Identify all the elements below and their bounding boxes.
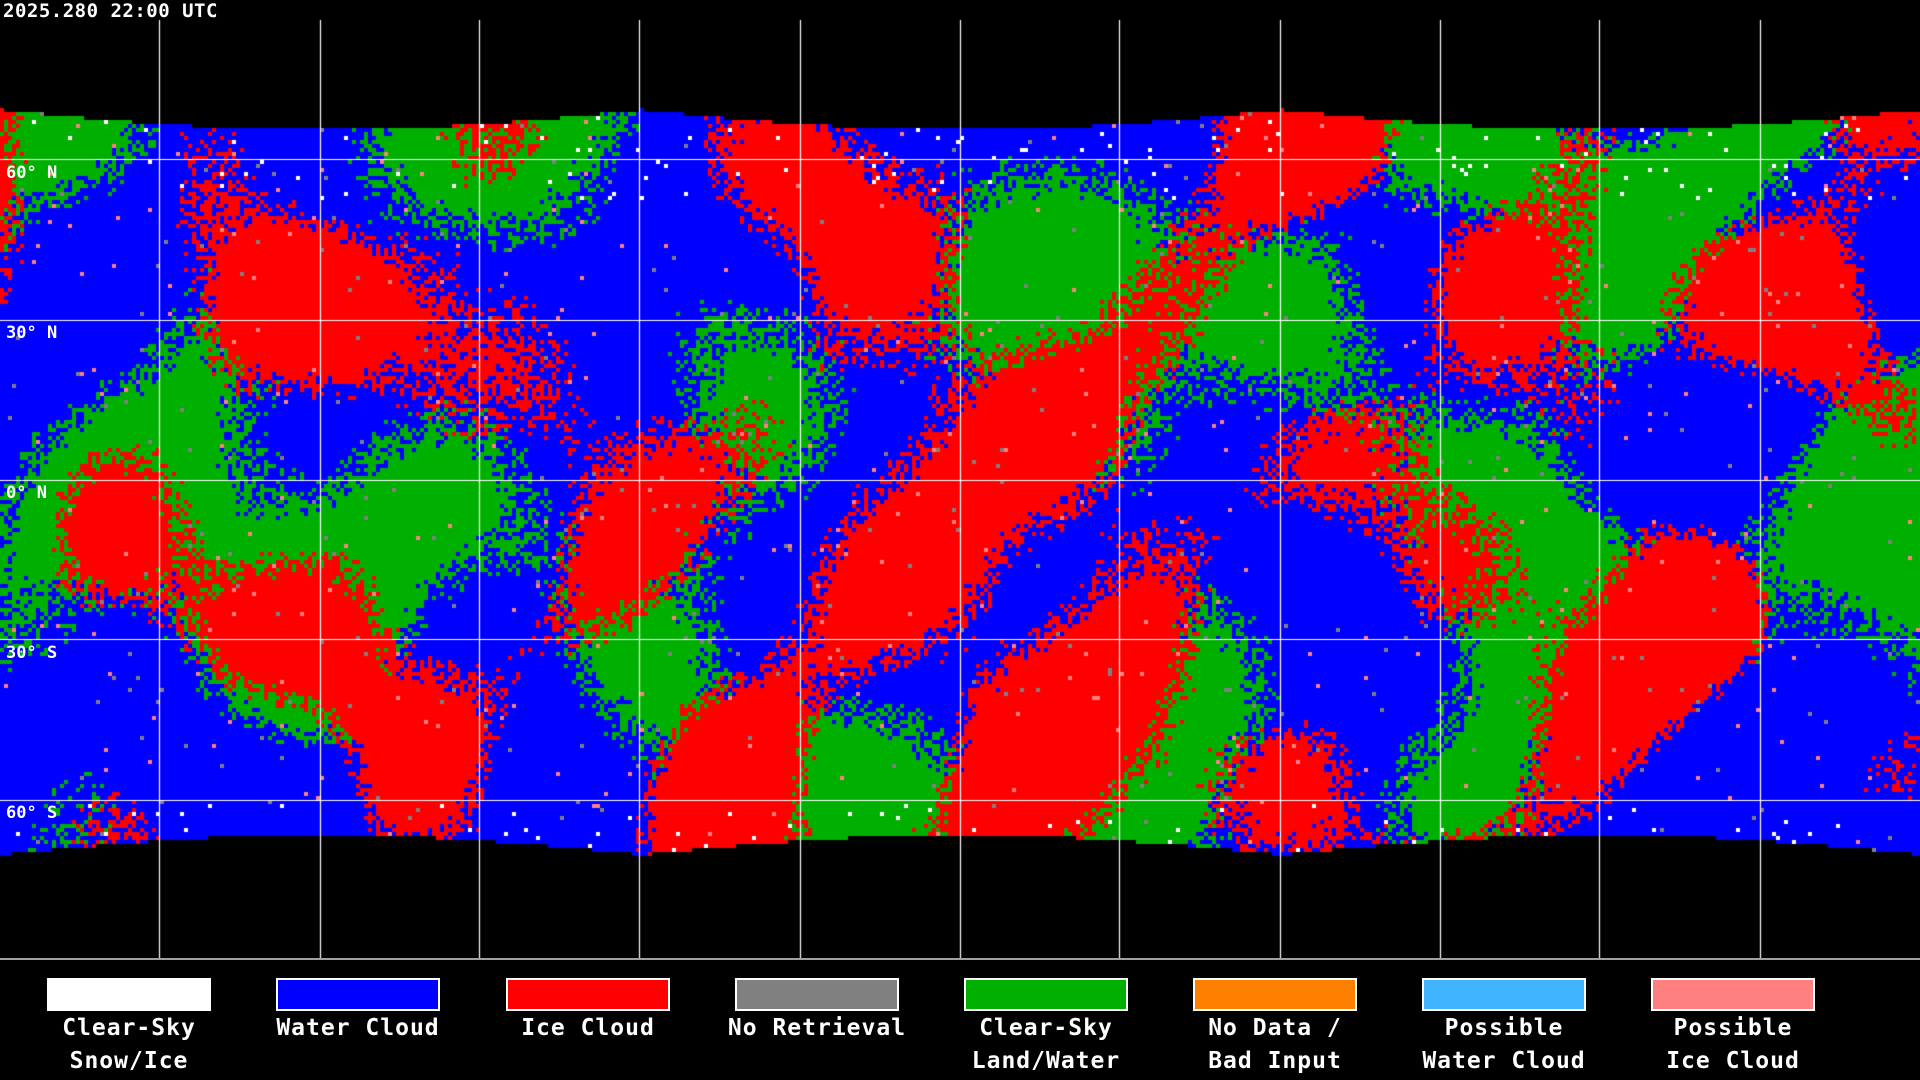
legend-label: No Data / xyxy=(1208,1015,1342,1041)
legend-swatch xyxy=(1650,977,1816,1012)
legend-item-clear-sky-land-water: Clear-Sky Land/Water xyxy=(926,960,1166,1077)
legend-label: Water Cloud xyxy=(276,1015,440,1041)
legend-swatch xyxy=(1421,977,1587,1012)
lat-label-60n: 60° N xyxy=(6,163,58,183)
legend-item-no-data: No Data / Bad Input xyxy=(1155,960,1395,1077)
legend-label: Clear-Sky xyxy=(979,1015,1113,1041)
legend-swatch xyxy=(734,977,900,1012)
legend-label: Clear-Sky xyxy=(62,1015,196,1041)
legend-label: Ice Cloud xyxy=(1666,1048,1800,1074)
legend-swatch xyxy=(963,977,1129,1012)
cloud-phase-raster xyxy=(0,0,1920,958)
legend-label: Possible xyxy=(1673,1015,1793,1041)
legend-label: Possible xyxy=(1444,1015,1564,1041)
legend-swatch xyxy=(275,977,441,1012)
legend-item-possible-water-cloud: Possible Water Cloud xyxy=(1384,960,1624,1077)
legend-label: Ice Cloud xyxy=(521,1015,655,1041)
timestamp: 2025.280 22:00 UTC xyxy=(3,0,218,22)
legend-item-ice-cloud: Ice Cloud xyxy=(468,960,708,1044)
legend-swatch xyxy=(1192,977,1358,1012)
legend-swatch xyxy=(505,977,671,1012)
legend-label: No Retrieval xyxy=(727,1015,907,1041)
lat-label-30s: 30° S xyxy=(6,643,58,663)
legend-label: Bad Input xyxy=(1208,1048,1342,1074)
cloud-phase-map: 2025.280 22:00 UTC 60° N 30° N 0° N 30° … xyxy=(0,0,1920,960)
legend-item-clear-sky-snow-ice: Clear-Sky Snow/Ice xyxy=(9,960,249,1077)
legend-item-water-cloud: Water Cloud xyxy=(238,960,478,1044)
legend-label: Land/Water xyxy=(971,1048,1121,1074)
legend-label: Snow/Ice xyxy=(69,1048,189,1074)
legend-label: Water Cloud xyxy=(1422,1048,1586,1074)
legend-item-possible-ice-cloud: Possible Ice Cloud xyxy=(1613,960,1853,1077)
legend-swatch xyxy=(46,977,212,1012)
legend: Clear-Sky Snow/Ice Water Cloud Ice Cloud… xyxy=(0,960,1920,1080)
lat-label-0n: 0° N xyxy=(6,483,47,503)
legend-item-no-retrieval: No Retrieval xyxy=(697,960,937,1044)
lat-label-60s: 60° S xyxy=(6,803,58,823)
lat-label-30n: 30° N xyxy=(6,323,58,343)
